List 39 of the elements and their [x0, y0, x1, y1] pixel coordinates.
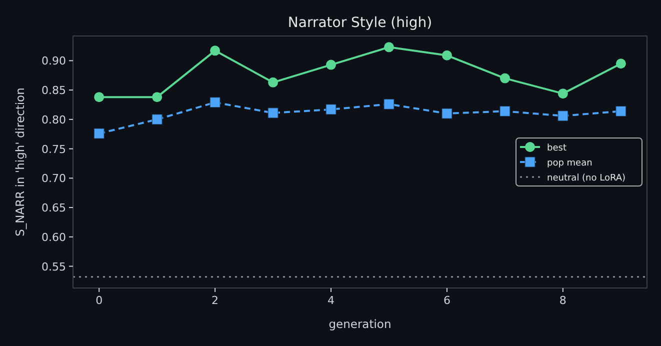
legend-label: neutral (no LoRA) — [547, 174, 626, 184]
y-tick-label: 0.55 — [42, 260, 66, 274]
point — [500, 106, 510, 116]
point — [442, 50, 452, 60]
point — [152, 114, 162, 125]
point — [616, 58, 626, 69]
point — [442, 108, 452, 119]
legend-label: best — [547, 144, 567, 154]
point — [384, 42, 394, 52]
x-tick-label: 4 — [328, 294, 335, 307]
y-axis-title: S_NARR in 'high' direction — [13, 88, 27, 236]
chart-title: Narrator Style (high) — [288, 15, 432, 31]
y-tick-label: 0.65 — [42, 202, 66, 215]
y-tick-label: 0.75 — [42, 142, 66, 156]
point — [558, 110, 568, 122]
y-tick-label: 0.60 — [42, 230, 66, 244]
point — [94, 128, 104, 139]
x-tick-label: 0 — [96, 294, 103, 307]
x-tick-label: 8 — [559, 294, 566, 307]
point — [326, 60, 336, 70]
point — [268, 108, 278, 118]
point — [210, 97, 220, 108]
y-tick-label: 0.80 — [42, 113, 66, 126]
point — [326, 104, 336, 115]
y-tick-label: 0.85 — [42, 84, 66, 98]
point — [500, 73, 510, 84]
point — [210, 46, 220, 56]
y-tick-label: 0.90 — [42, 54, 66, 68]
point — [268, 77, 278, 88]
x-axis-title: generation — [328, 317, 392, 331]
point — [384, 98, 394, 110]
legend-label: pop mean — [547, 158, 592, 168]
point — [558, 88, 568, 99]
point — [152, 92, 162, 102]
x-tick-label: 6 — [443, 294, 450, 307]
x-tick-label: 2 — [212, 294, 219, 307]
point — [94, 92, 104, 102]
y-tick-label: 0.70 — [42, 172, 66, 186]
point — [616, 106, 626, 116]
